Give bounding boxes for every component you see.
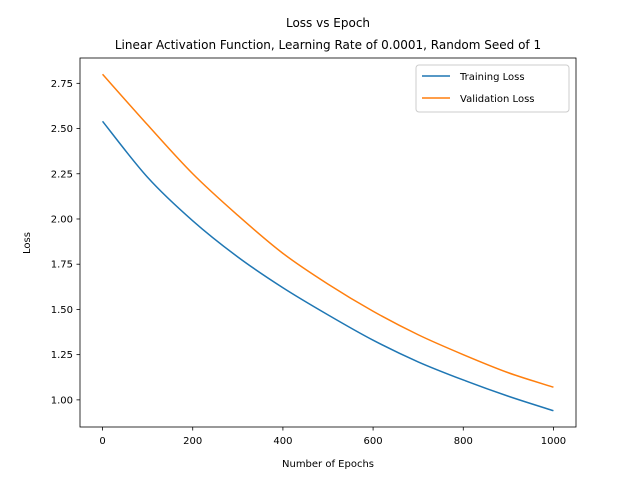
plot-area — [101, 73, 554, 412]
x-axis-label: Number of Epochs — [282, 459, 374, 470]
y-tick-label: 1.00 — [51, 395, 73, 406]
y-axis-ticks: 1.00 1.25 1.50 1.75 2.00 2.25 2.50 2.75 — [51, 79, 80, 406]
y-tick-label: 2.50 — [51, 124, 73, 135]
y-axis-label: Loss — [22, 232, 33, 254]
chart-title: Loss vs Epoch — [286, 16, 370, 30]
x-axis-ticks: 0 200 400 600 800 1000 — [99, 427, 566, 447]
x-tick-label: 200 — [183, 436, 202, 447]
legend: Training Loss Validation Loss — [415, 64, 570, 113]
y-tick-label: 1.25 — [51, 350, 73, 361]
y-tick-label: 2.75 — [51, 79, 73, 90]
x-tick-label: 0 — [99, 436, 105, 447]
y-tick-label: 2.25 — [51, 169, 73, 180]
y-tick-label: 1.75 — [51, 260, 73, 271]
x-tick-label: 600 — [364, 436, 383, 447]
x-tick-label: 800 — [454, 436, 473, 447]
plot-frame — [79, 57, 577, 428]
x-tick-label: 400 — [273, 436, 292, 447]
y-tick-label: 2.00 — [51, 214, 73, 225]
legend-box — [415, 64, 570, 113]
series-line-validation-loss — [101, 73, 554, 388]
legend-label-training: Training Loss — [459, 72, 525, 83]
y-tick-label: 1.50 — [51, 305, 73, 316]
series-line-training-loss — [101, 120, 554, 412]
chart-subtitle: Linear Activation Function, Learning Rat… — [115, 38, 541, 52]
x-tick-label: 1000 — [541, 436, 566, 447]
legend-label-validation: Validation Loss — [460, 94, 535, 105]
